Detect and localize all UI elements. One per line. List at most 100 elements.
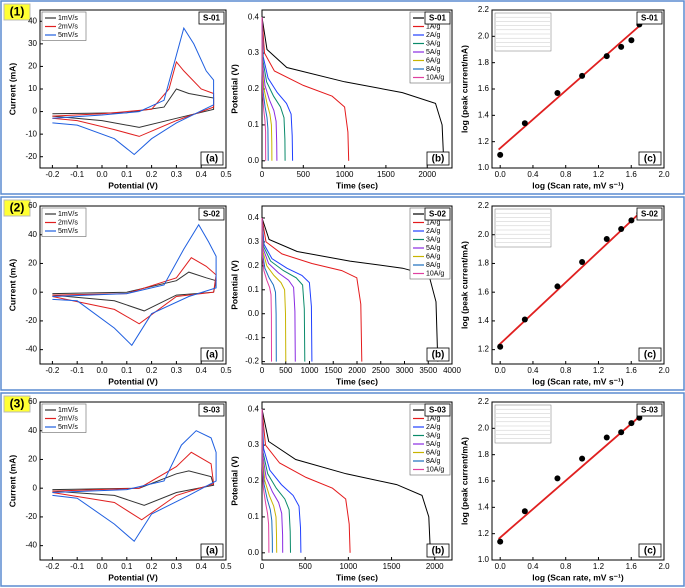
- panel-label-box: [426, 151, 450, 166]
- row-frame: [0, 196, 685, 391]
- y-tick-label: 0.1: [248, 512, 260, 521]
- panel-label: (b): [432, 350, 445, 361]
- panel-label: (b): [432, 154, 445, 165]
- y-tick-label: 0.3: [248, 48, 260, 57]
- y-tick-label: 20: [28, 259, 37, 268]
- x-tick-label: -0.2: [46, 562, 60, 571]
- stats-inset: [494, 12, 552, 52]
- x-axis-label: log (Scan rate, mV s⁻¹): [532, 376, 624, 386]
- row-frame: [0, 0, 685, 195]
- x-tick-label: 1000: [301, 366, 319, 375]
- y-tick-label: 1.2: [478, 137, 490, 146]
- sample-tag: S-01: [429, 14, 446, 23]
- y-tick-label: 40: [28, 230, 37, 239]
- data-point: [497, 343, 504, 350]
- legend-label: 1A/g: [426, 23, 441, 30]
- y-tick-label: 1.0: [478, 555, 490, 564]
- stats-inset: [494, 404, 552, 444]
- sample-tag-box: [424, 207, 451, 221]
- y-tick-label: 40: [28, 16, 37, 25]
- x-tick-label: 0: [260, 562, 265, 571]
- y-tick-label: -20: [25, 316, 37, 325]
- x-axis-label: Time (sec): [336, 376, 378, 386]
- panel-label: (a): [206, 546, 218, 557]
- data-point: [618, 429, 625, 436]
- data-line: [52, 223, 217, 347]
- row-label-box: [3, 395, 31, 413]
- y-tick-label: 1.2: [478, 529, 490, 538]
- y-axis-label: Potential (V): [229, 456, 239, 506]
- legend-label: 2mV/s: [58, 415, 78, 422]
- y-tick-label: 20: [28, 62, 37, 71]
- panel-label-box: [638, 543, 662, 558]
- x-tick-label: 0.8: [560, 366, 572, 375]
- panel-label: (a): [206, 350, 218, 361]
- legend-label: 1A/g: [426, 415, 441, 422]
- y-axis-label: Current (mA): [7, 455, 17, 508]
- legend-label: 6A/g: [426, 253, 441, 260]
- x-tick-label: 0.3: [171, 170, 183, 179]
- data-point: [628, 217, 635, 224]
- y-axis-label: Current (mA): [7, 259, 17, 312]
- y-axis-label: log (peak current/mA): [459, 437, 469, 525]
- y-tick-label: 20: [28, 455, 37, 464]
- data-line: [261, 17, 286, 161]
- x-tick-label: 0.2: [146, 562, 158, 571]
- x-tick-label: 0: [260, 170, 265, 179]
- legend-label: 1A/g: [426, 219, 441, 226]
- data-point: [628, 37, 635, 44]
- x-tick-label: -0.2: [46, 170, 60, 179]
- x-axis-label: log (Scan rate, mV s⁻¹): [532, 572, 624, 582]
- fit-line: [498, 414, 642, 540]
- sample-tag-box: [424, 403, 451, 417]
- y-tick-label: 2.2: [478, 201, 490, 210]
- y-tick-label: -40: [25, 345, 37, 354]
- fit-line: [497, 211, 642, 346]
- x-tick-label: 1.2: [593, 366, 605, 375]
- legend-label: 2mV/s: [58, 23, 78, 30]
- data-point: [521, 120, 528, 127]
- legend-label: 8A/g: [426, 66, 441, 73]
- sample-tag: S-02: [429, 210, 446, 219]
- x-tick-label: 0.3: [171, 366, 183, 375]
- y-tick-label: 1.8: [478, 58, 490, 67]
- x-tick-label: 0.2: [146, 366, 158, 375]
- x-tick-label: 2000: [348, 366, 366, 375]
- data-line: [261, 17, 445, 161]
- x-tick-label: 0.4: [527, 562, 539, 571]
- legend-label: 5mV/s: [58, 228, 78, 235]
- data-line: [261, 217, 306, 362]
- row-label: (1): [10, 5, 25, 19]
- x-tick-label: 1500: [383, 562, 401, 571]
- data-point: [603, 434, 610, 441]
- stats-inset: [494, 208, 552, 248]
- y-axis-label: Potential (V): [229, 260, 239, 310]
- x-axis-label: Potential (V): [108, 572, 158, 582]
- sample-tag-box: [636, 207, 663, 221]
- panel-label-box: [426, 543, 450, 558]
- row-label-box: [3, 3, 31, 21]
- data-line: [261, 409, 270, 553]
- y-tick-label: 1.4: [478, 316, 490, 325]
- panel-label-box: [638, 151, 662, 166]
- x-tick-label: 0.0: [96, 562, 108, 571]
- y-tick-label: 2.2: [478, 5, 490, 14]
- panel-label: (b): [432, 546, 445, 557]
- x-tick-label: 0.4: [196, 366, 208, 375]
- legend-label: 10A/g: [426, 466, 444, 473]
- x-tick-label: 0.8: [560, 562, 572, 571]
- x-tick-label: 0.1: [121, 366, 133, 375]
- x-tick-label: -0.1: [70, 562, 84, 571]
- x-tick-label: -0.1: [70, 366, 84, 375]
- x-tick-label: 0.0: [495, 366, 507, 375]
- x-tick-label: 2000: [426, 562, 444, 571]
- x-tick-label: 0.0: [495, 170, 507, 179]
- data-line: [261, 409, 431, 553]
- x-tick-label: 1500: [377, 170, 395, 179]
- panel-label-box: [426, 347, 450, 362]
- legend-label: 6A/g: [426, 57, 441, 64]
- x-tick-label: 2500: [372, 366, 390, 375]
- y-tick-label: 60: [28, 397, 37, 406]
- data-line: [52, 470, 215, 506]
- y-tick-label: 1.2: [478, 345, 490, 354]
